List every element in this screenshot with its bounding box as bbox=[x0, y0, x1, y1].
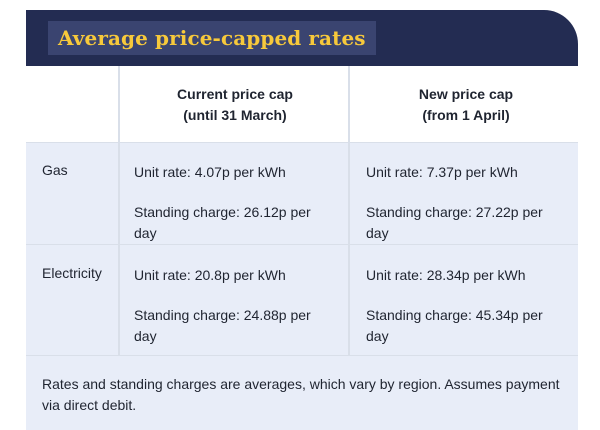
table-footnote-row: Rates and standing charges are averages,… bbox=[26, 356, 578, 430]
standing-charge-text: Standing charge: 45.34p per day bbox=[366, 307, 543, 344]
unit-rate-text: Unit rate: 28.34p per kWh bbox=[366, 267, 526, 283]
card-header: Average price-capped rates bbox=[26, 10, 578, 66]
footnote-text: Rates and standing charges are averages,… bbox=[42, 376, 560, 413]
table-row-gas: Gas Unit rate: 4.07p per kWh Standing ch… bbox=[26, 143, 578, 244]
column-header-current-title: Current price cap bbox=[177, 86, 293, 102]
column-divider bbox=[348, 66, 350, 356]
unit-rate-text: Unit rate: 4.07p per kWh bbox=[134, 164, 286, 180]
column-header-new-title: New price cap bbox=[418, 86, 514, 102]
standing-charge-text: Standing charge: 24.88p per day bbox=[134, 307, 311, 344]
row-label-electricity: Electricity bbox=[42, 265, 102, 281]
cell-gas-current: Unit rate: 4.07p per kWh Standing charge… bbox=[134, 162, 334, 244]
row-label-gas: Gas bbox=[42, 162, 68, 178]
column-divider bbox=[118, 66, 120, 356]
column-header-new-dates: (from 1 April) bbox=[422, 107, 510, 123]
cell-electricity-new: Unit rate: 28.34p per kWh Standing charg… bbox=[366, 265, 566, 347]
unit-rate-text: Unit rate: 20.8p per kWh bbox=[134, 267, 286, 283]
column-header-current-dates: (until 31 March) bbox=[183, 107, 287, 123]
price-cap-card: Average price-capped rates Current price… bbox=[26, 10, 578, 430]
unit-rate-text: Unit rate: 7.37p per kWh bbox=[366, 164, 518, 180]
cell-gas-new: Unit rate: 7.37p per kWh Standing charge… bbox=[366, 162, 566, 244]
table-header-row: Current price cap (until 31 March) New p… bbox=[26, 66, 578, 142]
title-badge: Average price-capped rates bbox=[48, 21, 376, 55]
card-title: Average price-capped rates bbox=[58, 26, 366, 50]
column-header-new: New price cap (from 1 April) bbox=[351, 84, 578, 126]
table-row-electricity: Electricity Unit rate: 20.8p per kWh Sta… bbox=[26, 245, 578, 355]
column-header-current: Current price cap (until 31 March) bbox=[120, 84, 350, 126]
standing-charge-text: Standing charge: 26.12p per day bbox=[134, 204, 311, 241]
standing-charge-text: Standing charge: 27.22p per day bbox=[366, 204, 543, 241]
cell-electricity-current: Unit rate: 20.8p per kWh Standing charge… bbox=[134, 265, 334, 347]
